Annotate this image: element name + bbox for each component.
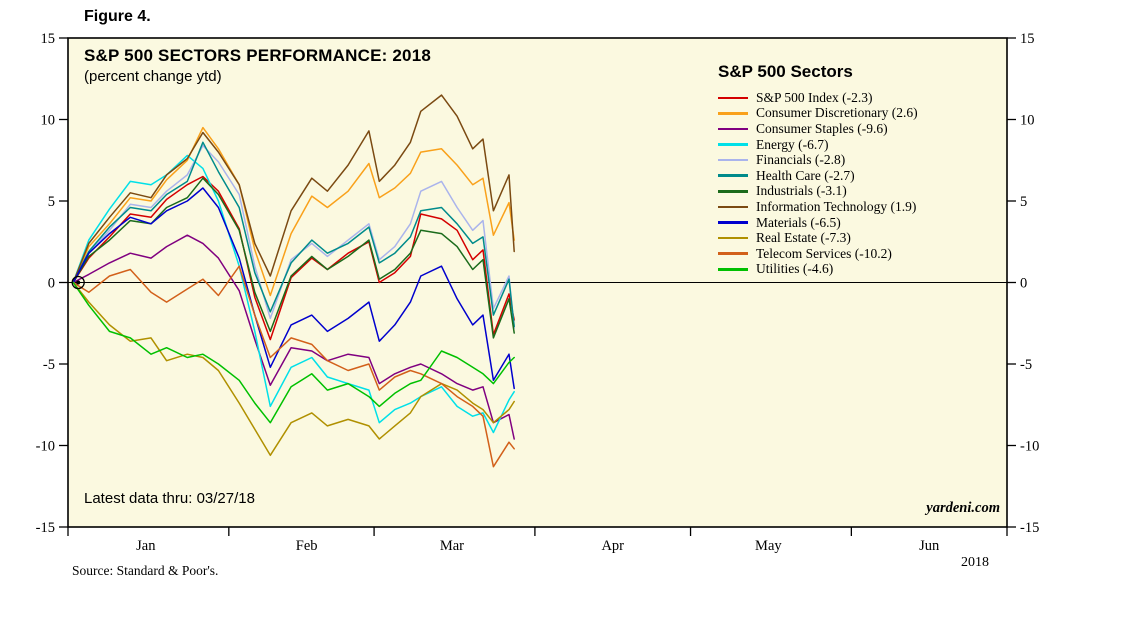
y-tick-label-right: 0 bbox=[1020, 276, 1027, 292]
y-tick-label-right: 5 bbox=[1020, 194, 1027, 210]
legend-label: Consumer Discretionary (2.6) bbox=[756, 105, 918, 121]
legend-item-industrials: Industrials (-3.1) bbox=[718, 183, 1008, 200]
series-line-financials bbox=[72, 144, 515, 329]
x-month-label: Jun bbox=[919, 538, 940, 554]
y-tick-label-right: -15 bbox=[1020, 520, 1039, 536]
series-line-consumer-staples bbox=[72, 234, 515, 440]
legend-swatch-energy bbox=[718, 143, 748, 146]
legend-items: S&P 500 Index (-2.3) Consumer Discretiona… bbox=[718, 90, 1008, 277]
legend-label: Health Care (-2.7) bbox=[756, 167, 855, 183]
legend-item-health-care: Health Care (-2.7) bbox=[718, 168, 1008, 184]
series-line-health-care bbox=[72, 141, 515, 328]
legend-item-utilities: Utilities (-4.6) bbox=[718, 261, 1008, 278]
legend-item-energy: Energy (-6.7) bbox=[718, 137, 1008, 153]
x-year-label: 2018 bbox=[961, 555, 989, 570]
y-tick-label-right: 15 bbox=[1020, 31, 1035, 47]
legend: S&P 500 Sectors S&P 500 Index (-2.3) Cons… bbox=[718, 62, 1008, 277]
legend-item-financials: Financials (-2.8) bbox=[718, 152, 1008, 168]
x-month-label: Apr bbox=[601, 538, 624, 554]
figure-label: Figure 4. bbox=[84, 8, 151, 25]
legend-item-consumer-staples: Consumer Staples (-9.6) bbox=[718, 121, 1008, 137]
series-line-utilities bbox=[72, 281, 515, 424]
y-tick-label-right: -5 bbox=[1020, 357, 1032, 373]
series-line-information-technology bbox=[72, 94, 515, 284]
legend-swatch-consumer-discretionary bbox=[718, 112, 748, 115]
series-line-telecom-services bbox=[72, 265, 515, 468]
legend-swatch-real-estate bbox=[718, 236, 748, 240]
y-tick-label-left: 0 bbox=[48, 276, 55, 292]
legend-item-materials: Materials (-6.5) bbox=[718, 215, 1008, 231]
legend-item-sp500-index: S&P 500 Index (-2.3) bbox=[718, 90, 1008, 106]
legend-label: Consumer Staples (-9.6) bbox=[756, 120, 888, 136]
y-tick-label-left: -15 bbox=[36, 520, 55, 536]
y-tick-label-left: 10 bbox=[41, 113, 56, 129]
latest-data-note: Latest data thru: 03/27/18 bbox=[84, 490, 255, 507]
origin-marker-ring bbox=[71, 275, 85, 290]
legend-label: Materials (-6.5) bbox=[756, 214, 841, 230]
series-line-real-estate bbox=[72, 281, 515, 457]
y-tick-label-right: 10 bbox=[1020, 113, 1035, 129]
legend-label: Information Technology (1.9) bbox=[756, 198, 917, 214]
chart-title: S&P 500 SECTORS PERFORMANCE: 2018 bbox=[84, 46, 432, 65]
legend-label: Real Estate (-7.3) bbox=[756, 230, 851, 246]
series-line-materials bbox=[72, 187, 515, 390]
legend-swatch-utilities bbox=[718, 268, 748, 271]
legend-swatch-information-technology bbox=[718, 205, 748, 209]
y-tick-label-left: -10 bbox=[36, 439, 55, 455]
legend-item-telecom-services: Telecom Services (-10.2) bbox=[718, 246, 1008, 262]
y-tick-label-left: -5 bbox=[43, 357, 55, 373]
legend-swatch-materials bbox=[718, 221, 748, 224]
y-tick-label-left: 15 bbox=[41, 31, 56, 47]
yardeni-watermark: yardeni.com bbox=[926, 500, 1000, 516]
legend-label: Telecom Services (-10.2) bbox=[756, 245, 892, 261]
legend-swatch-telecom-services bbox=[718, 252, 748, 256]
legend-label: Industrials (-3.1) bbox=[756, 183, 847, 199]
x-month-label: Mar bbox=[440, 538, 464, 554]
legend-swatch-sp500-index bbox=[718, 96, 748, 100]
legend-swatch-financials bbox=[718, 158, 748, 162]
y-tick-label-left: 5 bbox=[48, 194, 55, 210]
legend-swatch-industrials bbox=[718, 190, 748, 193]
origin-marker-dot bbox=[76, 280, 81, 285]
source-note: Source: Standard & Poor's. bbox=[72, 563, 219, 578]
legend-title: S&P 500 Sectors bbox=[718, 62, 853, 81]
legend-item-real-estate: Real Estate (-7.3) bbox=[718, 230, 1008, 246]
legend-item-consumer-discretionary: Consumer Discretionary (2.6) bbox=[718, 105, 1008, 122]
chart-subtitle: (percent change ytd) bbox=[84, 68, 222, 85]
x-month-label: Jan bbox=[136, 538, 156, 554]
legend-label: Financials (-2.8) bbox=[756, 152, 846, 168]
y-tick-label-right: -10 bbox=[1020, 439, 1039, 455]
x-month-label: Feb bbox=[296, 538, 318, 554]
legend-item-information-technology: Information Technology (1.9) bbox=[718, 199, 1008, 215]
legend-swatch-health-care bbox=[718, 174, 748, 178]
series-line-industrials bbox=[72, 177, 515, 339]
legend-label: Energy (-6.7) bbox=[756, 136, 829, 152]
series-line-energy bbox=[72, 154, 515, 434]
x-month-label: May bbox=[755, 538, 782, 554]
series-line-consumer-discretionary bbox=[72, 126, 515, 297]
legend-swatch-consumer-staples bbox=[718, 127, 748, 131]
legend-label: Utilities (-4.6) bbox=[756, 261, 834, 277]
legend-label: S&P 500 Index (-2.3) bbox=[756, 89, 873, 105]
